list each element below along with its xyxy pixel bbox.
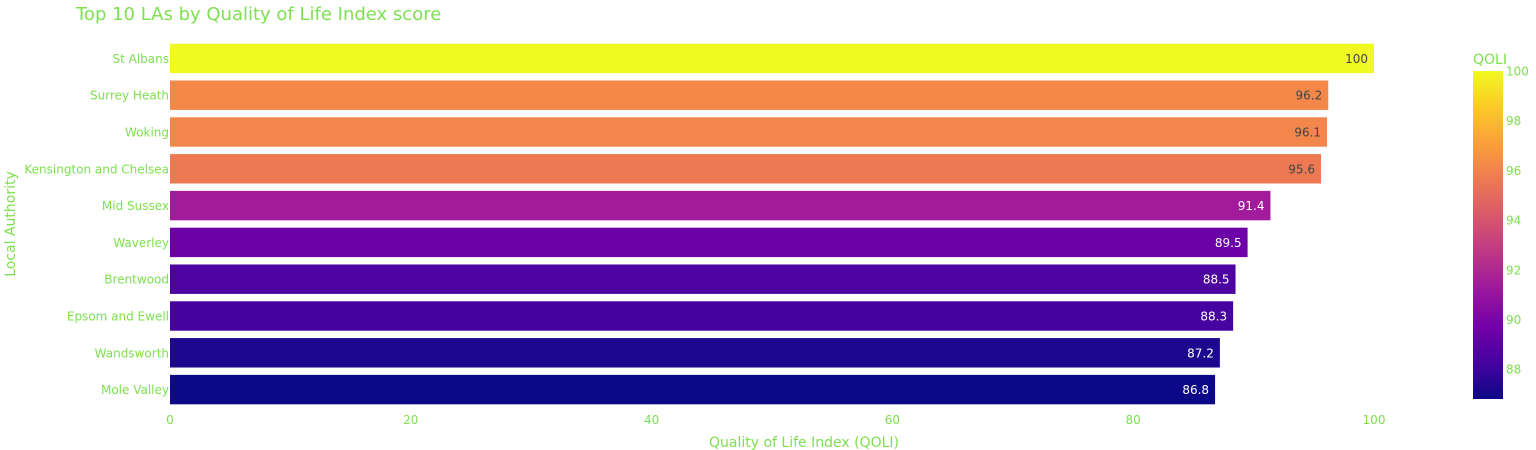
colorbar-tick-label: 88 bbox=[1506, 363, 1521, 377]
x-axis-ticks: 0 20 40 60 80 100 bbox=[166, 413, 1385, 427]
category-label: Brentwood bbox=[104, 273, 169, 287]
bar-wandsworth bbox=[170, 338, 1220, 368]
category-label: Kensington and Chelsea bbox=[24, 162, 169, 176]
chart-title: Top 10 LAs by Quality of Life Index scor… bbox=[75, 4, 441, 25]
data-label: 96.2 bbox=[1296, 89, 1323, 103]
data-label: 87.2 bbox=[1187, 346, 1214, 360]
bar-epsom-and-ewell bbox=[170, 301, 1234, 331]
bar-woking bbox=[170, 117, 1328, 147]
data-label: 96.1 bbox=[1294, 126, 1321, 140]
colorbar-ticks: 88 90 92 94 96 98 100 bbox=[1506, 65, 1529, 377]
bars-group: St Albans 100 Surrey Heath 96.2 Woking 96.1 Ke… bbox=[24, 43, 1374, 405]
category-label: Woking bbox=[125, 126, 169, 140]
colorbar-tick-label: 98 bbox=[1506, 114, 1521, 128]
bar-waverley bbox=[170, 227, 1248, 258]
colorbar: QOLI 88 90 92 94 96 98 100 bbox=[1473, 52, 1529, 399]
colorbar-gradient bbox=[1473, 71, 1503, 399]
category-label: Surrey Heath bbox=[90, 89, 169, 103]
y-axis-label: Local Authority bbox=[3, 171, 19, 277]
data-label: 95.6 bbox=[1288, 162, 1315, 176]
bar-mole-valley bbox=[170, 374, 1216, 405]
category-label: St Albans bbox=[112, 52, 169, 66]
x-tick-label: 40 bbox=[644, 413, 659, 427]
bar-mid-sussex bbox=[170, 190, 1271, 221]
colorbar-tick-label: 92 bbox=[1506, 263, 1521, 277]
data-label: 88.3 bbox=[1200, 310, 1227, 324]
data-label: 86.8 bbox=[1182, 383, 1209, 397]
data-label: 91.4 bbox=[1238, 199, 1265, 213]
x-tick-label: 80 bbox=[1126, 413, 1141, 427]
category-label: Mid Sussex bbox=[102, 199, 169, 213]
x-tick-label: 60 bbox=[885, 413, 900, 427]
category-label: Wandsworth bbox=[95, 346, 169, 360]
colorbar-tick-label: 90 bbox=[1506, 313, 1521, 327]
category-label: Epsom and Ewell bbox=[67, 310, 169, 324]
x-axis-label: Quality of Life Index (QOLI) bbox=[709, 435, 899, 450]
x-tick-label: 0 bbox=[166, 413, 174, 427]
category-label: Mole Valley bbox=[101, 383, 169, 397]
x-tick-label: 20 bbox=[403, 413, 418, 427]
data-label: 100 bbox=[1345, 52, 1368, 66]
x-tick-label: 100 bbox=[1363, 413, 1386, 427]
colorbar-tick-label: 94 bbox=[1506, 214, 1521, 228]
category-label: Waverley bbox=[113, 236, 169, 250]
colorbar-title: QOLI bbox=[1473, 52, 1507, 68]
bar-kensington-and-chelsea bbox=[170, 154, 1322, 184]
data-label: 89.5 bbox=[1215, 236, 1242, 250]
bar-surrey-heath bbox=[170, 80, 1329, 110]
data-label: 88.5 bbox=[1203, 273, 1230, 287]
bar-brentwood bbox=[170, 264, 1236, 294]
colorbar-tick-label: 100 bbox=[1506, 65, 1529, 79]
bar-st-albans bbox=[170, 43, 1374, 74]
colorbar-tick-label: 96 bbox=[1506, 164, 1521, 178]
